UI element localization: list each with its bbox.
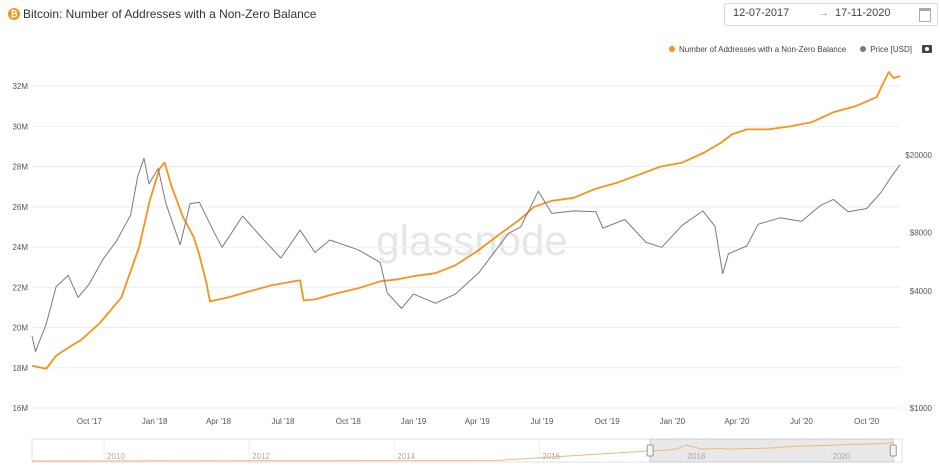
range-navigator[interactable]: 2010 2012 2014 2016 2018 2020	[31, 438, 903, 463]
y-left-tick-label: 18M	[12, 364, 28, 373]
chart-title: Bitcoin: Number of Addresses with a Non-…	[23, 7, 317, 21]
y-left-tick-label: 20M	[12, 324, 28, 333]
y-left-tick-label: 22M	[12, 283, 28, 292]
date-range-picker[interactable]: →	[724, 3, 938, 26]
y-left-tick-label: 28M	[12, 163, 28, 172]
navigator-label: 2020	[833, 452, 851, 461]
chart-header: ₿ Bitcoin: Number of Addresses with a No…	[0, 0, 940, 30]
navigator-handle-left[interactable]	[646, 444, 654, 457]
y-right-tick-label: $1000	[910, 404, 933, 413]
x-tick-label: Oct '18	[336, 417, 362, 426]
x-tick-label: Jul '19	[530, 417, 553, 426]
navigator-series	[31, 442, 894, 462]
navigator-label: 2016	[542, 452, 560, 461]
series-line-addresses	[31, 71, 901, 370]
x-tick-label: Jan '19	[401, 417, 427, 426]
y-left-tick-label: 26M	[12, 203, 28, 212]
navigator-label: 2012	[252, 452, 270, 461]
x-tick-label: Apr '19	[465, 417, 491, 426]
x-tick-label: Jan '20	[660, 417, 686, 426]
x-axis: Oct '17 Jan '18 Apr '18 Jul '18 Oct '18 Jan '…	[77, 417, 880, 426]
y-left-tick-label: 24M	[12, 243, 28, 252]
x-tick-label: Jan '18	[142, 417, 168, 426]
chart-legend: Number of Addresses with a Non-Zero Bala…	[655, 42, 932, 56]
legend-dot-addresses	[669, 46, 675, 52]
left-axis: 16M 18M 20M 22M 24M 26M 28M 30M 32M	[12, 82, 28, 413]
navigator-handle-right[interactable]	[889, 444, 897, 457]
navigator-label: 2018	[688, 452, 706, 461]
calendar-icon[interactable]	[919, 8, 931, 22]
navigator-label: 2014	[397, 452, 415, 461]
series-lines	[31, 71, 901, 370]
legend-dot-price	[860, 46, 867, 52]
y-right-tick-label: $20000	[905, 151, 932, 160]
legend-item-addresses[interactable]: Number of Addresses with a Non-Zero Bala…	[669, 45, 846, 54]
y-left-tick-label: 16M	[12, 404, 28, 413]
arrow-icon: →	[818, 7, 829, 19]
navigator-label: 2010	[107, 452, 125, 461]
legend-label-addresses: Number of Addresses with a Non-Zero Bala…	[679, 44, 847, 54]
x-tick-label: Jul '20	[790, 417, 813, 426]
legend-item-price[interactable]: Price [USD]	[860, 45, 912, 54]
series-line-price	[31, 157, 901, 353]
x-tick-label: Apr '20	[724, 417, 750, 426]
x-tick-label: Oct '17	[77, 417, 103, 426]
x-tick-label: Oct '20	[854, 417, 880, 426]
end-date-input[interactable]	[835, 7, 905, 19]
x-tick-label: Oct '19	[595, 417, 621, 426]
x-tick-label: Jul '18	[272, 417, 295, 426]
camera-icon[interactable]	[922, 45, 932, 53]
y-right-tick-label: $4000	[910, 287, 933, 296]
grid-lines	[32, 85, 900, 409]
x-tick-label: Apr '18	[206, 417, 232, 426]
start-date-input[interactable]	[733, 7, 803, 19]
y-left-tick-label: 32M	[12, 82, 28, 91]
bitcoin-icon: ₿	[8, 8, 20, 20]
right-axis: $1000 $4000 $8000 $20000	[905, 151, 932, 413]
watermark: glassnode	[376, 217, 567, 264]
y-left-tick-label: 30M	[12, 122, 28, 131]
y-right-tick-label: $8000	[910, 228, 933, 237]
legend-label-price: Price [USD]	[870, 44, 912, 54]
